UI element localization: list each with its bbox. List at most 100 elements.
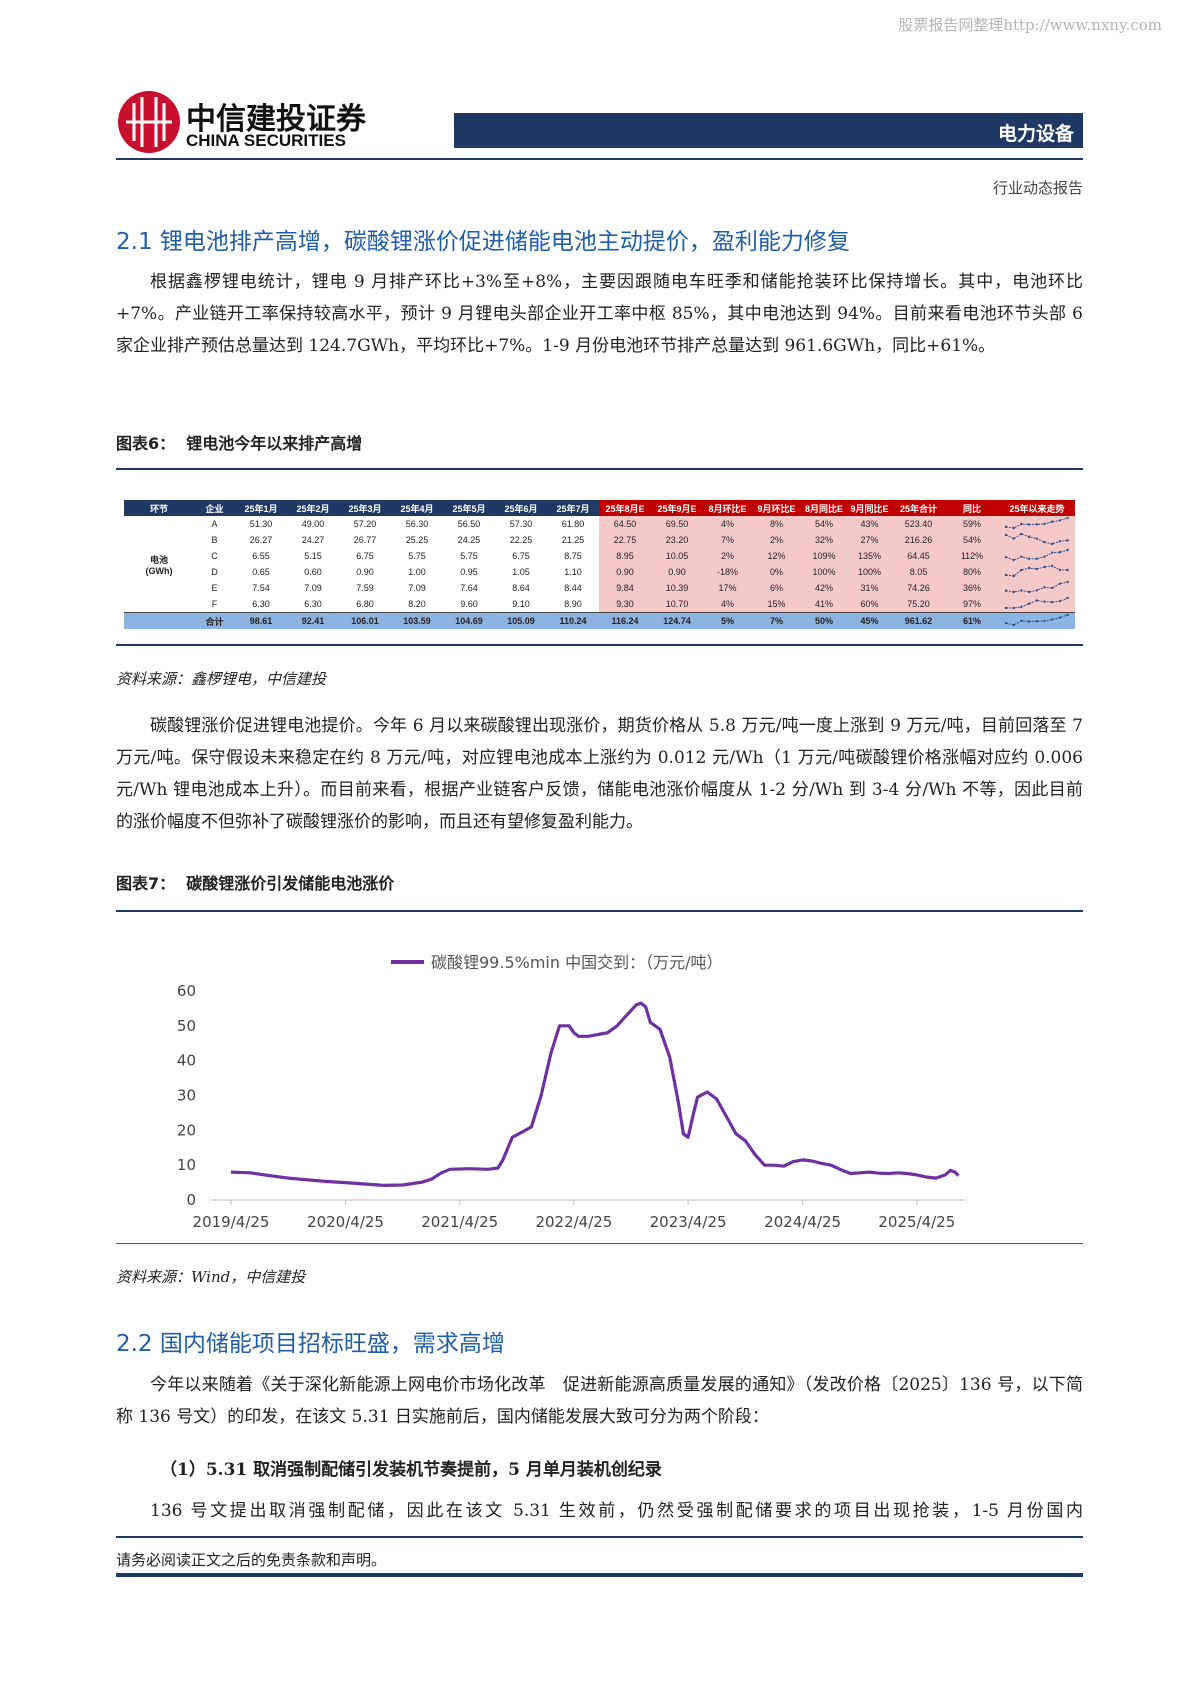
table-cell: 9.30 <box>599 596 651 613</box>
sparkline-dot <box>1004 589 1008 592</box>
sparkline-dot <box>1020 568 1023 572</box>
table-cell: B <box>211 535 218 545</box>
table-cell: 6.80 <box>356 599 374 609</box>
sparkline-dot <box>1058 540 1062 543</box>
sparkline-dot <box>1012 623 1015 627</box>
table-cell: 6.75 <box>356 551 374 561</box>
sparkline-dot <box>1020 555 1023 558</box>
column-header: 25年合计 <box>892 500 945 516</box>
report-type: 行业动态报告 <box>992 179 1083 197</box>
table-cell: 961.62 <box>892 612 945 629</box>
sparkline-dot <box>1058 616 1062 619</box>
column-header: 企业 <box>194 500 235 516</box>
sparkline-dot <box>1043 522 1046 526</box>
sparkline-dot <box>1035 557 1038 560</box>
sparkline-dot <box>1004 621 1008 625</box>
table-cell: 9.84 <box>599 580 651 596</box>
table-cell: 1.10 <box>564 567 582 577</box>
table-cell: 26.27 <box>249 535 273 545</box>
table-cell: 80% <box>945 564 999 580</box>
sparkline-dot <box>1027 523 1031 526</box>
table-row: 电池 (GWh) A 51.30 49.00 57.20 56.30 56.50 57.30 61… <box>124 516 1075 613</box>
column-header: 25年8月E <box>599 500 651 516</box>
table-cell: 49.00 <box>301 519 325 529</box>
column-header: 25年6月 <box>495 500 547 516</box>
line-chart: 0 10 20 30 40 50 60 2019/4/25 2020/4/25 2021/4/25… <box>177 953 965 1231</box>
column-header: 25年4月 <box>391 500 443 516</box>
table: 环节 企业 25年1月 25年2月 25年3月 25年4月 25年5月 25年6月 25年7月 2… <box>124 500 1075 629</box>
table-cell: 31% <box>847 580 892 596</box>
sparkline-dot <box>1035 620 1038 623</box>
sparkline-dot <box>1035 523 1038 526</box>
table-cell: 75.20 <box>892 596 945 613</box>
table-cell: 5% <box>703 612 752 629</box>
table-cell: 57.30 <box>509 519 533 529</box>
table-cell: 0% <box>752 564 801 580</box>
column-header: 9月同比E <box>847 500 892 516</box>
figure-label: 图表7： <box>116 874 176 893</box>
table-cell: 41% <box>801 596 847 613</box>
table-cell: 61.80 <box>561 519 585 529</box>
table-cell: 7.54 <box>252 583 270 593</box>
sparkline-dot <box>1066 596 1069 600</box>
sparkline-dot <box>1066 539 1069 542</box>
table-cell: 24.27 <box>301 535 325 545</box>
sparkline-dot <box>1043 586 1046 589</box>
sparkline-dot <box>1004 525 1008 529</box>
trend-cell <box>999 612 1075 629</box>
paragraph: 136 号文提出取消强制配储，因此在该文 5.31 生效前，仍然受强制配储要求的… <box>150 1501 1083 1521</box>
table-cell: 8.05 <box>892 564 945 580</box>
sparkline-dot <box>1020 589 1023 592</box>
y-tick-label: 20 <box>177 1121 196 1139</box>
column-header: 8月同比E <box>801 500 847 516</box>
column-header: 25年9月E <box>651 500 703 516</box>
sparkline-dot <box>1027 590 1031 594</box>
table-cell: 69.50 <box>651 516 703 532</box>
table-cell: 27% <box>847 532 892 548</box>
x-tick-label: 2022/4/25 <box>535 1213 612 1231</box>
table-cell: 8.95 <box>599 548 651 564</box>
subheading: （1）5.31 取消强制配储引发装机节奏提前，5 月单月装机创纪录 <box>160 1460 662 1480</box>
trend-cell <box>999 548 1075 564</box>
table-cell: 0.95 <box>460 567 478 577</box>
source: 资料来源：鑫椤锂电，中信建投 <box>116 670 327 688</box>
table-cell: 24.25 <box>457 535 481 545</box>
table-cell: 10.05 <box>651 548 703 564</box>
sparkline-dot <box>1058 599 1062 603</box>
table-cell: 8.64 <box>512 583 530 593</box>
sparkline-dot <box>1004 573 1008 577</box>
figure-rule <box>116 1243 1083 1244</box>
table-cell: 104.69 <box>443 612 495 629</box>
footer-rule <box>116 1573 1083 1577</box>
sector-bar <box>454 113 1083 148</box>
table-cell: 0.65 <box>252 567 270 577</box>
table-cell: 61% <box>945 612 999 629</box>
table-row: E 7.54 7.09 7.59 7.09 7.64 8.64 8.44 9.84 10.39 17… <box>124 580 1075 596</box>
table-cell: 523.40 <box>892 516 945 532</box>
segment-label: (GWh) <box>145 565 173 576</box>
sparkline-dot <box>1027 535 1031 538</box>
watermark: 股票报告网整理http://www.nxny.com <box>898 16 1162 34</box>
x-tick-label: 2021/4/25 <box>421 1213 498 1231</box>
table-cell: 5.75 <box>408 551 426 561</box>
logo-cn: 中信建投证券 <box>186 102 366 137</box>
table-cell: D <box>211 567 218 577</box>
sparkline-line <box>1005 517 1068 529</box>
column-header: 25年2月 <box>287 500 339 516</box>
table-cell: 8% <box>752 516 801 532</box>
table-cell: 106.01 <box>339 612 391 629</box>
table-cell: 6% <box>752 580 801 596</box>
y-tick-label: 50 <box>177 1017 196 1035</box>
table-cell: 54% <box>801 516 847 532</box>
table-cell: 98.61 <box>235 612 287 629</box>
sparkline-dot <box>1020 532 1023 536</box>
figure-rule <box>116 468 1083 470</box>
sparkline-line <box>1006 597 1068 609</box>
table-cell: A <box>211 519 218 529</box>
table-cell: 0.60 <box>304 567 322 577</box>
empty-cell <box>124 612 194 629</box>
sparkline-dot <box>1004 606 1008 610</box>
table-cell: 9.10 <box>512 599 530 609</box>
